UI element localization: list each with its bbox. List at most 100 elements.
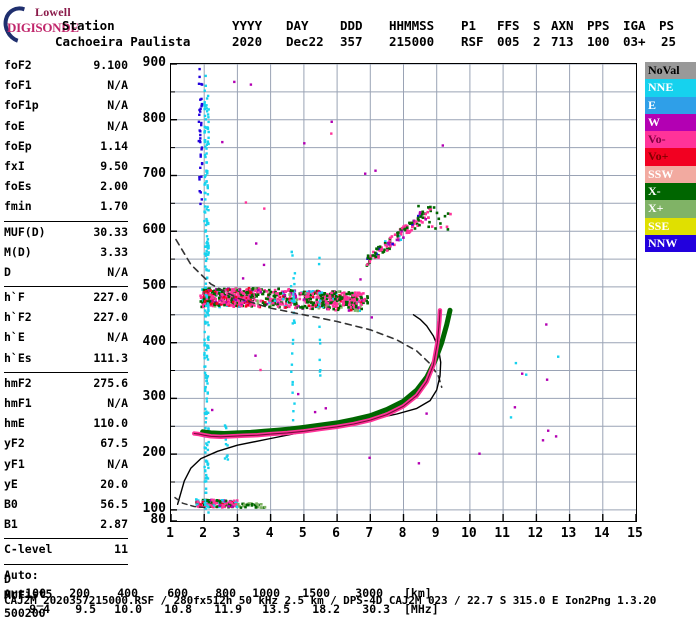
param-key: B1: [4, 517, 18, 532]
header-label-p1: P1: [461, 18, 477, 33]
header-value-yyyy: 2020: [232, 34, 263, 49]
param-key: hmF2: [4, 375, 32, 390]
param-value: 20.0: [100, 476, 128, 491]
header-value-hhmmss: 215000: [389, 34, 435, 49]
header-value-pps: 100: [587, 34, 610, 49]
direction-color-legend[interactable]: NoVal NNE E W Vo- Vo+ SSW X- X+ SSE NNW: [645, 62, 696, 253]
footer-d-label: D: [4, 572, 11, 586]
param-row-ye: yE 20.0: [4, 477, 128, 497]
x-tick-label: 12: [527, 526, 544, 541]
param-value: N/A: [107, 330, 128, 345]
param-key: h`F: [4, 290, 25, 305]
param-divider: [4, 286, 128, 288]
legend-item-vo[interactable]: Vo-: [645, 131, 696, 149]
param-value: 11: [114, 542, 128, 557]
param-value: N/A: [107, 396, 128, 410]
param-key: MUF(D): [4, 224, 46, 239]
param-value: 9.50: [100, 158, 128, 173]
footer-muf-value: 9.4: [29, 602, 50, 616]
param-key: C-level: [4, 542, 53, 557]
auto-info-line-0: Auto:: [4, 567, 39, 582]
param-row-clevel: C-level 11: [4, 542, 128, 562]
footer-d-value: 600: [167, 586, 188, 600]
header-value-ps: 25: [661, 34, 677, 49]
header-label-day: DAY: [286, 18, 309, 33]
param-row-mufd: MUF(D) 30.33: [4, 225, 128, 245]
param-key: foF2: [4, 58, 32, 72]
header-value-station: Cachoeira Paulista: [55, 34, 191, 49]
param-row-d: D N/A: [4, 265, 128, 285]
legend-item-nnw[interactable]: NNW: [645, 234, 696, 253]
header-label-ffs: FFS: [497, 18, 520, 33]
param-value: 9.100: [93, 58, 128, 72]
x-tick-label: 5: [298, 526, 307, 541]
y-tick-label: 300: [142, 389, 166, 405]
param-value: 3.33: [100, 244, 128, 259]
param-key: yE: [4, 476, 18, 491]
legend-item-x[interactable]: X+: [645, 200, 696, 218]
legend-item-ssw[interactable]: SSW: [645, 165, 696, 184]
ionogram-canvas: [171, 64, 636, 521]
param-key: B0: [4, 496, 18, 511]
param-divider: [4, 220, 128, 222]
param-key: h`E: [4, 330, 25, 345]
x-tick-label: 7: [365, 526, 374, 541]
param-value: 111.3: [93, 350, 128, 365]
param-row-hmf2: hmF2 275.6: [4, 376, 128, 396]
param-row-foes: foEs 2.00: [4, 179, 128, 199]
param-row-fof2: foF2 9.100: [4, 58, 128, 78]
header-label-station: Station: [62, 18, 115, 33]
param-key: hmE: [4, 416, 25, 431]
param-key: yF1: [4, 456, 25, 471]
param-key: foEp: [4, 138, 32, 153]
param-key: foEs: [4, 179, 32, 194]
param-row-b0: B0 56.5: [4, 497, 128, 517]
x-tick-label: 13: [560, 526, 577, 541]
footer-muf-value: 13.5: [262, 602, 290, 616]
legend-item-e[interactable]: E: [645, 96, 696, 114]
y-tick-label: 400: [142, 333, 166, 349]
header: Station YYYY DAY DDD HHMMSS P1 FFS S AXN…: [0, 18, 700, 54]
legend-item-nne[interactable]: NNE: [645, 79, 696, 97]
x-tick-label: 14: [593, 526, 610, 541]
y-tick-label: 500: [142, 277, 166, 293]
header-label-ddd: DDD: [340, 18, 363, 33]
footer-muf-label: MUF: [4, 588, 25, 602]
legend-item-sse[interactable]: SSE: [645, 217, 696, 235]
param-row-hme: hmE 110.0: [4, 416, 128, 436]
ionogram-plot[interactable]: [170, 63, 637, 522]
legend-item-x[interactable]: X-: [645, 183, 696, 201]
param-divider: [4, 371, 128, 373]
legend-item-w[interactable]: W: [645, 113, 696, 132]
param-value: 1.14: [100, 138, 128, 153]
footer-muf-value: 9.5: [75, 602, 96, 616]
param-value: 275.6: [93, 375, 128, 390]
param-value: N/A: [107, 98, 128, 113]
lowell-digisonde-logo: Lowell DIGISONDE: [0, 0, 96, 50]
header-label-yyyy: YYYY: [232, 18, 263, 33]
footer-muf-value: 11.9: [214, 602, 242, 616]
param-key: yF2: [4, 436, 25, 451]
footer-d-unit: [km]: [404, 586, 432, 600]
header-label-iga: IGA: [623, 18, 646, 33]
x-axis: 1 2 3 4 5 6 7 8 9 10 11 12 13 14 15: [150, 526, 670, 546]
legend-item-vo[interactable]: Vo+: [645, 148, 696, 166]
param-value: 1.70: [100, 199, 128, 214]
header-value-iga: 03+: [623, 34, 646, 49]
legend-item-noval[interactable]: NoVal: [645, 62, 696, 80]
y-tick-label: 700: [142, 166, 166, 182]
param-key: foF1p: [4, 98, 39, 113]
x-tick-label: 4: [265, 526, 274, 541]
header-value-ddd: 357: [340, 34, 363, 49]
param-row-hf2: h`F2 227.0: [4, 310, 128, 330]
footer-d-value: 1000: [252, 586, 280, 600]
header-values-row: Cachoeira Paulista 2020 Dec22 357 215000…: [0, 34, 700, 51]
footer-d-value: 200: [69, 586, 90, 600]
header-value-day: Dec22: [286, 34, 324, 49]
param-row-hf: h`F 227.0: [4, 290, 128, 310]
x-tick-label: 9: [431, 526, 440, 541]
x-tick-label: 3: [232, 526, 241, 541]
y-axis: 80 100 200 300 400 500 600 700 800 900: [130, 55, 166, 527]
parameter-panel: foF2 9.100 foF1 N/A foF1p N/A foE N/A foEp 1.14 fx…: [4, 58, 128, 625]
param-key: foE: [4, 118, 25, 133]
